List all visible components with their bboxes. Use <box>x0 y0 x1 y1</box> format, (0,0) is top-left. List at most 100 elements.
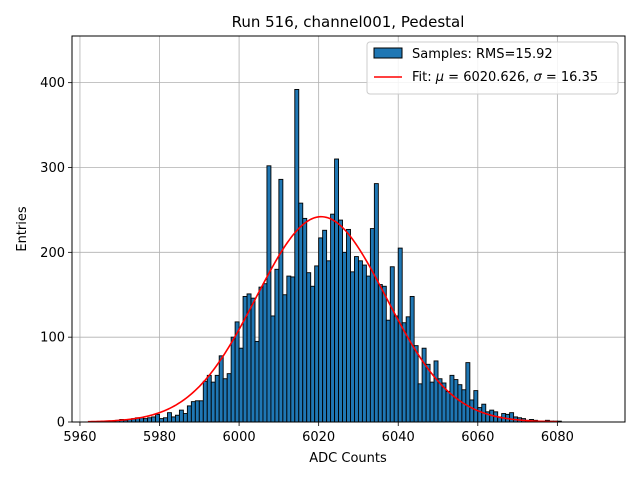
histogram-bar <box>282 294 288 423</box>
y-tick-label: 400 <box>40 76 65 91</box>
histogram-bar <box>186 405 192 423</box>
y-tick-label: 300 <box>40 161 65 176</box>
histogram-bar <box>174 414 180 423</box>
histogram-bar <box>417 383 423 423</box>
histogram-bar <box>473 390 479 423</box>
histogram-bar <box>270 315 276 423</box>
histogram-bar <box>365 275 371 423</box>
histogram-bar <box>194 400 200 423</box>
histogram-bar <box>389 266 395 423</box>
x-tick-label: 6020 <box>302 430 335 445</box>
histogram-bar <box>298 202 304 423</box>
histogram-bar <box>342 251 347 423</box>
histogram-bar <box>401 322 407 423</box>
histogram-bar <box>413 345 419 423</box>
histogram-bar <box>167 412 172 423</box>
y-tick-label: 200 <box>40 246 65 261</box>
histogram-bar <box>385 319 391 423</box>
histogram-bar <box>346 228 351 423</box>
histogram-bar <box>429 381 435 423</box>
histogram-bar <box>306 272 312 423</box>
legend-box <box>366 41 619 95</box>
histogram-bar <box>218 355 224 423</box>
histogram-bar <box>178 409 184 423</box>
histogram-bar <box>143 418 149 423</box>
histogram-bar <box>210 381 216 423</box>
legend-samples-label: Samples: RMS=15.92 <box>412 47 553 62</box>
x-axis-ticks: 5960 5980 6000 6020 6040 6060 6080 <box>63 422 574 445</box>
x-tick-label: 5980 <box>143 430 176 445</box>
histogram-bar <box>338 219 343 423</box>
x-tick-label: 6080 <box>541 430 574 445</box>
histogram-bar <box>274 268 280 423</box>
y-tick-label: 0 <box>57 416 65 431</box>
histogram-bar <box>202 380 208 423</box>
gaussian-fit-curve <box>87 215 558 423</box>
plot-frame <box>71 35 626 423</box>
histogram-bar <box>171 416 176 423</box>
legend: Samples: RMS=15.92 Fit: μ = 6020.626, σ … <box>366 41 619 95</box>
histogram-bar <box>314 265 320 423</box>
histogram-bar <box>163 417 168 423</box>
histogram-bar <box>445 391 451 423</box>
legend-samples-swatch <box>373 47 403 59</box>
legend-fit-label: Fit: μ = 6020.626, σ = 16.35 <box>412 70 598 85</box>
histogram-bar <box>151 416 156 423</box>
histogram-bar <box>326 260 332 423</box>
x-tick-label: 6060 <box>461 430 494 445</box>
histogram-bar <box>278 178 284 423</box>
x-tick-label: 5960 <box>63 430 96 445</box>
histogram-bar <box>310 285 316 423</box>
histogram-bar <box>509 412 515 423</box>
histogram-bar <box>254 340 260 423</box>
histogram-bar <box>302 217 308 423</box>
histogram-bar <box>477 407 483 423</box>
histogram-bar <box>318 237 324 423</box>
histogram-bar <box>449 374 455 423</box>
histogram-bar <box>425 363 431 423</box>
histogram-bar <box>393 315 399 423</box>
histogram-bar <box>266 165 272 423</box>
y-axis-ticks: 0 100 200 300 400 <box>40 76 72 431</box>
histogram-bar <box>322 229 328 423</box>
histogram-bar <box>222 378 228 423</box>
histogram-bar <box>354 256 359 423</box>
histogram-bar <box>397 247 403 423</box>
histogram-bar <box>198 400 204 423</box>
histogram-bar <box>357 260 363 423</box>
x-axis-label: ADC Counts <box>309 451 387 466</box>
histogram-bar <box>214 374 220 423</box>
histogram-bar <box>373 183 379 423</box>
y-tick-label: 100 <box>40 331 65 346</box>
histogram-bar <box>461 389 467 423</box>
y-axis-label: Entries <box>15 206 30 252</box>
histogram-bar <box>286 275 292 423</box>
histogram-bar <box>190 401 196 423</box>
histogram-bar <box>469 399 475 423</box>
histogram-bar <box>250 297 256 423</box>
histogram-bar <box>294 88 300 423</box>
x-tick-label: 6000 <box>223 430 256 445</box>
histogram-bar <box>182 413 188 423</box>
histogram-bar <box>159 418 164 423</box>
histogram-bar <box>361 264 367 423</box>
histogram-bar <box>433 360 439 423</box>
histogram-bar <box>409 295 415 423</box>
histogram-bar <box>258 286 264 423</box>
histogram-bar <box>377 284 383 423</box>
histogram-bar <box>238 347 244 423</box>
histogram-bar <box>147 417 153 423</box>
histogram-bar <box>350 271 355 423</box>
histogram-bar <box>330 213 336 423</box>
histogram-bar <box>405 316 411 423</box>
histogram-bar <box>453 379 459 423</box>
x-tick-label: 6040 <box>382 430 415 445</box>
histogram-bar <box>457 384 463 423</box>
histogram-bar <box>230 336 236 423</box>
histogram-bar <box>334 158 340 423</box>
histogram-bar <box>421 347 427 423</box>
histogram-bar <box>155 413 160 423</box>
histogram-bar <box>381 285 387 423</box>
histogram-bar <box>290 276 296 423</box>
